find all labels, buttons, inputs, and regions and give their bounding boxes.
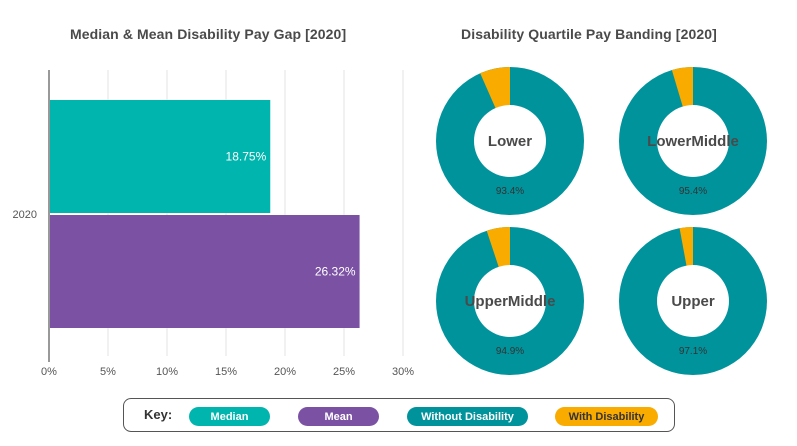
key-mean: Mean [298,407,379,426]
key-without-disability: Without Disability [407,407,528,426]
donut-chart-title: Disability Quartile Pay Banding [2020] [461,26,717,42]
x-tick-label-5: 5% [100,366,116,378]
pay-gap-bar-chart: 0% 5% 10% 15% 20% 25% 30% 2020 18.75% 26.32% [13,70,414,378]
key-with-disability: With Disability [555,407,658,426]
donut-upper-pct: 97.1% [678,346,708,357]
donut-upper-middle-label-line2: Middle [507,292,556,310]
donut-upper-label-line1: Upper [671,292,715,310]
donut-lower-middle-label: Lower Middle [647,105,739,177]
bar-chart-title: Median & Mean Disability Pay Gap [2020] [70,26,347,42]
bar-median [50,100,271,213]
donut-lower-middle-label-line2: Middle [691,132,739,150]
x-tick-label-20: 20% [274,366,296,378]
x-tick-label-25: 25% [333,366,355,378]
donut-lower-label: Lower [474,105,546,177]
donut-upper-label: Upper [657,265,729,337]
key-label: Key: [144,407,173,422]
x-tick-label-15: 15% [215,366,237,378]
donut-lower-middle-label-line1: Lower [647,132,692,150]
x-tick-label-30: 30% [392,366,414,378]
donut-lower: Lower 93.4% [435,66,585,216]
legend-key: Key: Median Mean Without Disability With… [123,398,675,432]
bar-mean [50,215,360,328]
bar-label-mean: 26.32% [315,265,356,279]
key-median: Median [189,407,270,426]
donut-upper-middle-label-line1: Upper [464,292,508,310]
donut-upper: Upper 97.1% [618,226,768,376]
bar-label-median: 18.75% [226,150,267,164]
donut-lower-pct: 93.4% [495,186,525,197]
donut-upper-middle-pct: 94.9% [495,346,525,357]
donut-lower-middle: Lower Middle 95.4% [618,66,768,216]
donut-lower-label-line1: Lower [487,132,533,150]
donut-upper-middle-label: Upper Middle [465,265,555,337]
x-tick-label-10: 10% [156,366,178,378]
donut-upper-middle: Upper Middle 94.9% [435,226,585,376]
category-label: 2020 [13,209,37,221]
donut-lower-middle-pct: 95.4% [678,186,708,197]
x-tick-label-0: 0% [41,366,57,378]
